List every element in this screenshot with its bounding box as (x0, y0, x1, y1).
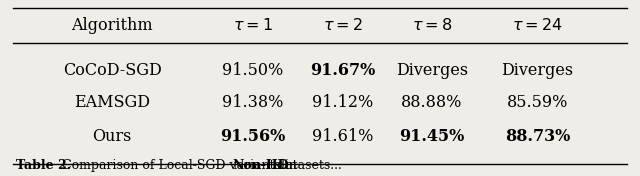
Text: Table 2.: Table 2. (16, 159, 71, 172)
Text: $\tau = 24$: $\tau = 24$ (512, 17, 563, 34)
Text: 91.45%: 91.45% (399, 128, 465, 145)
Text: 91.38%: 91.38% (222, 95, 284, 111)
Text: Diverges: Diverges (396, 62, 468, 79)
Text: 91.61%: 91.61% (312, 128, 373, 145)
Text: $\tau = 2$: $\tau = 2$ (323, 17, 362, 34)
Text: Algorithm: Algorithm (71, 17, 153, 34)
Text: $\tau = 1$: $\tau = 1$ (233, 17, 273, 34)
Text: Comparison of Local-SGD variants in: Comparison of Local-SGD variants in (58, 159, 301, 172)
Text: Ours: Ours (92, 128, 132, 145)
Text: 85.59%: 85.59% (507, 95, 568, 111)
Text: CoCoD-SGD: CoCoD-SGD (63, 62, 161, 79)
Text: Diverges: Diverges (502, 62, 573, 79)
Text: $\tau = 8$: $\tau = 8$ (412, 17, 452, 34)
Text: datasets...: datasets... (273, 159, 342, 172)
Text: 91.56%: 91.56% (220, 128, 285, 145)
Text: 88.88%: 88.88% (401, 95, 463, 111)
Text: 91.67%: 91.67% (310, 62, 375, 79)
Text: Non-IID: Non-IID (232, 159, 289, 172)
Text: 91.12%: 91.12% (312, 95, 373, 111)
Text: 91.50%: 91.50% (222, 62, 284, 79)
Text: EAMSGD: EAMSGD (74, 95, 150, 111)
Text: 88.73%: 88.73% (505, 128, 570, 145)
